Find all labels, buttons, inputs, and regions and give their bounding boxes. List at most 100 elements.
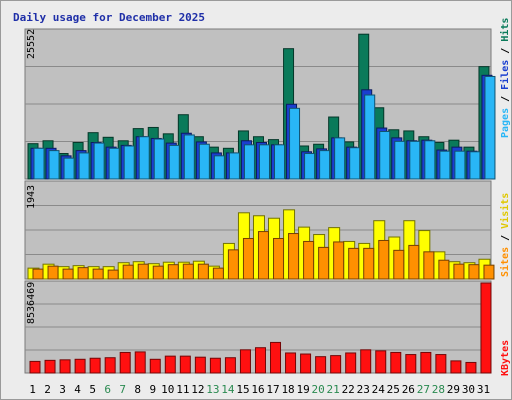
day-label-9: 9 [149,383,156,396]
bar-pages-day-7 [123,145,135,180]
ymax-label-hits: 25552 [26,29,37,59]
bar-kbytes-day-5 [89,357,101,374]
bar-sites-day-15 [242,237,254,280]
sites-visits-panel [24,180,495,280]
bar-pages-day-26 [409,140,421,180]
bar-sites-day-16 [257,231,269,280]
bar-pages-day-31 [484,75,496,180]
bar-kbytes-day-30 [465,361,477,374]
legend-files: Files [499,60,511,90]
legend-hits: Hits [499,18,511,42]
legend-pages: Pages [500,108,511,138]
day-label-11: 11 [176,383,189,396]
bar-kbytes-day-16 [254,347,266,374]
bar-pages-day-3 [63,157,75,180]
bar-sites-day-2 [47,265,59,280]
bar-pages-day-9 [153,138,165,180]
bar-sites-day-20 [318,246,330,280]
day-label-14: 14 [221,383,235,396]
bar-pages-day-23 [364,94,376,180]
bar-pages-day-25 [394,140,406,180]
bar-pages-day-27 [424,140,436,180]
bar-kbytes-day-10 [164,355,176,374]
bar-sites-day-30 [468,264,480,280]
bar-sites-day-8 [137,263,149,280]
bar-sites-day-14 [227,249,239,280]
day-label-30: 30 [462,383,475,396]
ymax-label-kbytes: 8536469 [26,282,37,324]
bar-sites-day-27 [423,251,435,280]
bar-sites-day-29 [453,263,465,280]
legend-visits: Visits [499,193,511,229]
bar-pages-day-20 [319,150,331,180]
bar-sites-day-1 [32,268,44,280]
day-label-15: 15 [236,383,249,396]
bar-sites-day-9 [152,265,164,280]
bar-pages-day-10 [168,144,180,180]
bar-kbytes-day-9 [149,358,161,374]
bar-kbytes-day-19 [300,353,312,374]
bar-kbytes-day-15 [239,349,251,374]
bar-kbytes-day-29 [450,360,462,374]
bar-sites-day-3 [62,268,74,280]
bar-pages-day-8 [138,136,150,180]
bar-sites-day-23 [363,247,375,280]
bar-pages-day-6 [108,147,120,180]
day-label-1: 1 [29,383,36,396]
bar-sites-day-31 [483,264,495,280]
legend-sites-visits: Sites / Visits [499,193,511,277]
bar-sites-day-28 [438,259,450,280]
bar-kbytes-day-21 [330,355,342,374]
bar-pages-day-13 [213,155,225,180]
bar-kbytes-day-13 [209,357,221,374]
bar-pages-day-15 [243,144,255,180]
bar-kbytes-day-2 [44,359,56,374]
day-label-18: 18 [281,383,294,396]
bar-kbytes-day-1 [29,360,41,374]
bar-kbytes-day-12 [194,356,206,374]
bar-sites-day-7 [122,264,134,280]
bar-sites-day-4 [77,267,89,280]
bar-sites-day-10 [167,264,179,280]
bar-pages-day-18 [289,107,301,180]
chart-title: Daily usage for December 2025 [13,11,205,24]
bar-kbytes-day-27 [420,351,432,374]
kbytes-panel [24,280,492,374]
bar-kbytes-day-6 [104,357,116,374]
legend-sites: Sites [499,247,511,277]
day-label-26: 26 [402,383,415,396]
day-label-25: 25 [387,383,400,396]
bar-pages-day-14 [228,152,240,180]
bar-kbytes-day-20 [315,356,327,374]
bar-pages-day-24 [379,131,391,180]
day-label-6: 6 [104,383,111,396]
bar-sites-day-12 [197,263,209,280]
bar-sites-day-11 [182,263,194,280]
bar-pages-day-21 [334,137,346,180]
bar-sites-day-6 [107,269,119,280]
bar-pages-day-4 [78,152,90,180]
bar-pages-day-19 [304,153,316,180]
bar-pages-day-29 [454,150,466,180]
day-label-12: 12 [191,383,204,396]
bar-kbytes-day-22 [345,352,357,374]
bar-kbytes-day-26 [405,354,417,374]
day-label-13: 13 [206,383,219,396]
bar-pages-day-5 [93,142,105,180]
day-label-19: 19 [296,383,309,396]
bar-kbytes-day-4 [74,358,86,374]
day-label-29: 29 [447,383,460,396]
bar-pages-day-17 [274,144,286,180]
bar-sites-day-17 [273,237,285,280]
bar-pages-day-22 [349,147,361,180]
day-label-7: 7 [119,383,126,396]
day-label-10: 10 [161,383,174,396]
bar-pages-day-30 [469,151,481,180]
bar-kbytes-day-14 [224,357,236,374]
day-label-31: 31 [477,383,490,396]
bar-kbytes-day-18 [285,352,297,374]
day-label-23: 23 [357,383,370,396]
ymax-label-visits: 1943 [26,185,37,209]
bar-sites-day-18 [288,233,300,280]
day-label-21: 21 [327,383,340,396]
